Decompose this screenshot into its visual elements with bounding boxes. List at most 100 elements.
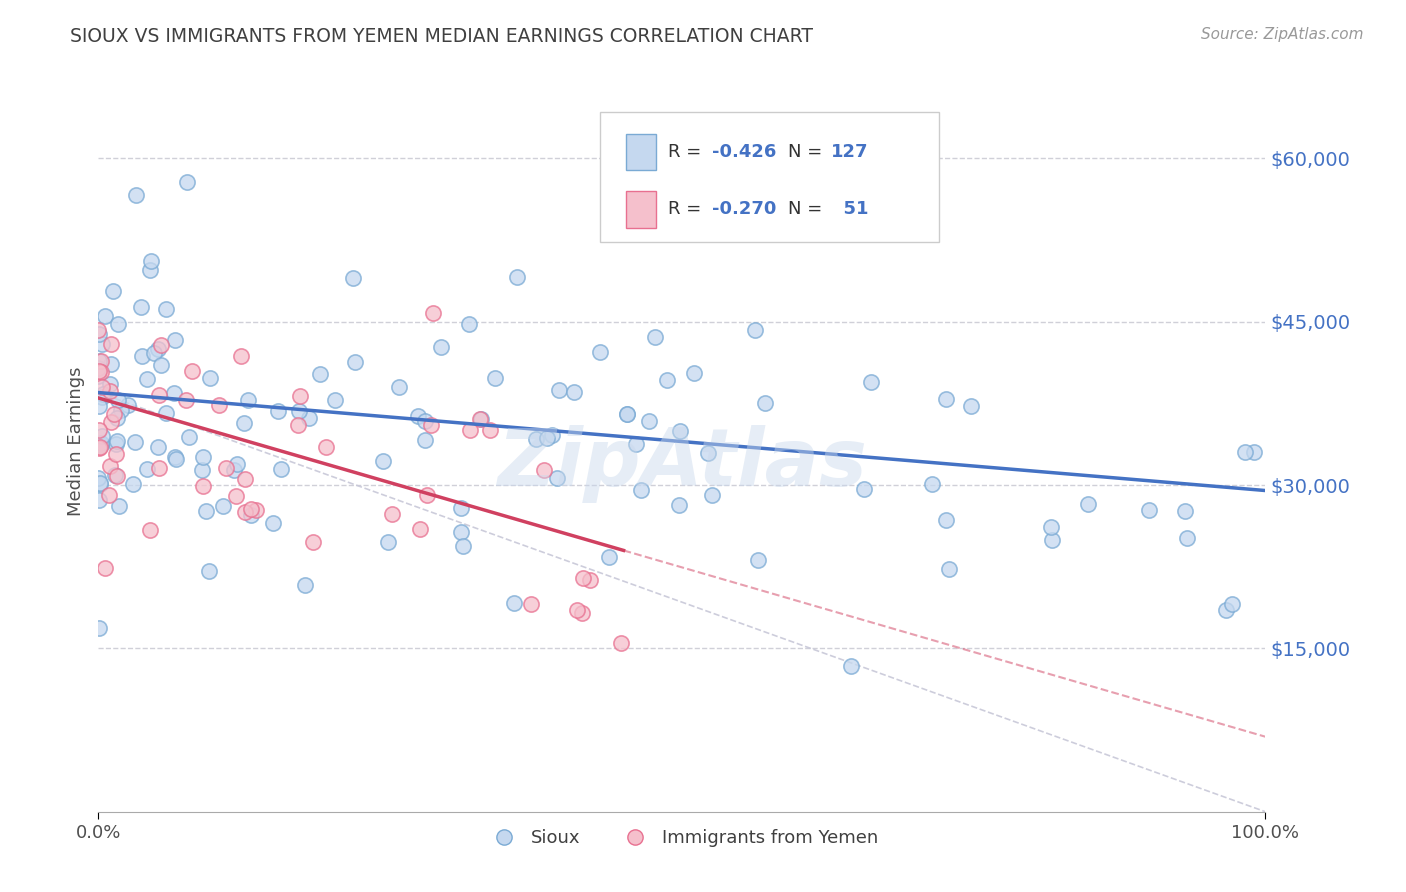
Point — [87, 326, 110, 341]
Point — [136, 372, 159, 386]
Point — [87, 493, 110, 508]
Point — [565, 603, 588, 617]
Point — [571, 606, 593, 620]
Point — [422, 306, 444, 320]
Text: R =: R = — [668, 200, 707, 218]
Point — [262, 516, 284, 530]
Text: 51: 51 — [831, 200, 869, 218]
Text: Source: ZipAtlas.com: Source: ZipAtlas.com — [1201, 27, 1364, 42]
Point — [87, 368, 110, 383]
Point — [298, 410, 321, 425]
Point — [87, 471, 110, 485]
Point — [852, 482, 875, 496]
Point — [301, 535, 323, 549]
Point — [610, 636, 633, 650]
Point — [198, 371, 221, 385]
Point — [588, 345, 610, 359]
Point — [100, 415, 122, 429]
Point — [165, 452, 187, 467]
Point — [506, 269, 529, 284]
Point — [315, 440, 337, 454]
Point — [87, 323, 110, 337]
Point — [616, 407, 638, 421]
Point — [1215, 603, 1237, 617]
Point — [139, 263, 162, 277]
Point — [860, 375, 883, 389]
Point — [344, 355, 367, 369]
Point — [1077, 497, 1099, 511]
Point — [180, 364, 202, 378]
Point — [148, 440, 170, 454]
Point — [89, 476, 111, 491]
Point — [935, 513, 957, 527]
Point — [503, 596, 526, 610]
Point — [668, 424, 690, 438]
Point — [429, 340, 451, 354]
Point — [233, 472, 256, 486]
Point — [288, 403, 311, 417]
Point — [406, 409, 429, 424]
Point — [630, 483, 652, 497]
Point — [616, 408, 638, 422]
Point — [90, 435, 112, 450]
Text: -0.270: -0.270 — [713, 200, 776, 218]
Point — [191, 450, 214, 465]
Point — [415, 488, 437, 502]
Point — [450, 525, 472, 540]
Point — [388, 380, 411, 394]
Point — [415, 433, 437, 447]
Point — [165, 450, 187, 464]
Point — [598, 550, 620, 565]
Point — [224, 463, 246, 477]
Point — [287, 417, 309, 432]
Point — [89, 476, 111, 491]
Point — [87, 353, 110, 368]
Point — [562, 385, 585, 400]
Point — [90, 353, 112, 368]
FancyBboxPatch shape — [626, 134, 657, 170]
Point — [148, 460, 170, 475]
Point — [163, 385, 186, 400]
Point — [103, 407, 125, 421]
Point — [1220, 598, 1243, 612]
Point — [198, 564, 221, 578]
Point — [215, 461, 238, 475]
Y-axis label: Median Earnings: Median Earnings — [66, 367, 84, 516]
Point — [450, 501, 472, 516]
Point — [195, 504, 218, 518]
Point — [98, 377, 121, 392]
Point — [110, 403, 132, 417]
Point — [245, 503, 267, 517]
Point — [381, 507, 404, 521]
Point — [744, 323, 766, 337]
Point — [572, 571, 595, 585]
Point — [122, 476, 145, 491]
Point — [373, 454, 395, 468]
Text: ZipAtlas: ZipAtlas — [496, 425, 868, 503]
Point — [1040, 520, 1063, 534]
Point — [921, 477, 943, 491]
Point — [702, 488, 724, 502]
Point — [155, 301, 177, 316]
Point — [548, 383, 571, 397]
Point — [696, 446, 718, 460]
Point — [579, 573, 602, 587]
Point — [191, 479, 214, 493]
Point — [174, 392, 197, 407]
Point — [87, 442, 110, 456]
Point — [546, 471, 568, 485]
Point — [409, 522, 432, 536]
Point — [959, 399, 981, 413]
Point — [94, 561, 117, 575]
Point — [176, 175, 198, 189]
Point — [105, 437, 128, 451]
Text: 127: 127 — [831, 143, 869, 161]
Point — [484, 371, 506, 385]
Point — [98, 384, 121, 398]
Point — [747, 553, 769, 567]
Point — [458, 423, 481, 437]
Point — [229, 349, 252, 363]
Point — [536, 432, 558, 446]
Point — [105, 434, 128, 448]
Point — [519, 597, 541, 611]
